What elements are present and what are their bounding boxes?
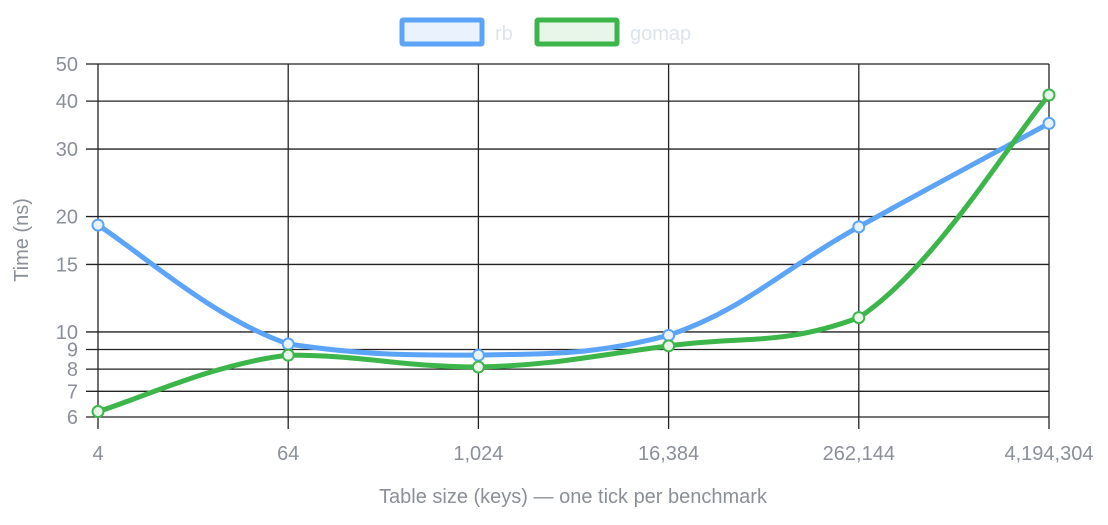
y-tick-label: 10 (56, 322, 78, 344)
series (91, 88, 1056, 419)
grid (86, 63, 1050, 429)
series-rb (91, 116, 1056, 362)
y-tick-label: 20 (56, 207, 78, 229)
x-tick-label: 1,024 (453, 443, 503, 465)
legend-label-gomap: gomap (630, 23, 691, 45)
series-line-rb (95, 120, 1052, 358)
data-point-rb[interactable] (1042, 116, 1056, 130)
x-tick-label: 64 (277, 443, 299, 465)
y-tick-label: 8 (67, 359, 78, 381)
y-tick-label: 9 (67, 339, 78, 361)
y-tick-label: 50 (56, 54, 78, 76)
x-tick-label: 4,194,304 (1005, 443, 1094, 465)
y-tick-label: 6 (67, 407, 78, 429)
data-point-rb[interactable] (281, 337, 295, 351)
legend-swatch-gomap (534, 17, 620, 47)
y-tick-label: 15 (56, 254, 78, 276)
data-point-gomap[interactable] (471, 360, 485, 374)
data-point-rb[interactable] (471, 348, 485, 362)
y-tick-label: 30 (56, 139, 78, 161)
data-point-gomap[interactable] (662, 339, 676, 353)
legend-swatch-rb (399, 17, 485, 47)
y-tick-label: 7 (67, 381, 78, 403)
legend-item-rb[interactable]: rb (399, 17, 513, 47)
legend[interactable]: rb gomap (399, 17, 691, 47)
data-point-gomap[interactable] (1042, 88, 1056, 102)
y-axis-label: Time (ns) (11, 198, 33, 282)
data-point-gomap[interactable] (281, 348, 295, 362)
x-tick-label: 262,144 (823, 443, 895, 465)
x-axis-label: Table size (keys) — one tick per benchma… (379, 486, 768, 508)
data-point-rb[interactable] (91, 218, 105, 232)
data-point-gomap[interactable] (852, 311, 866, 325)
data-point-rb[interactable] (662, 328, 676, 342)
series-gomap (91, 88, 1056, 419)
data-point-gomap[interactable] (91, 405, 105, 419)
series-line-gomap (95, 92, 1052, 415)
x-tick-labels: 4 64 1,024 16,384 262,144 4,194,304 (92, 443, 1093, 465)
x-tick-label: 4 (92, 443, 103, 465)
data-point-rb[interactable] (852, 220, 866, 234)
legend-label-rb: rb (495, 23, 513, 45)
x-tick-label: 16,384 (638, 443, 699, 465)
legend-item-gomap[interactable]: gomap (534, 17, 691, 47)
y-tick-label: 40 (56, 91, 78, 113)
